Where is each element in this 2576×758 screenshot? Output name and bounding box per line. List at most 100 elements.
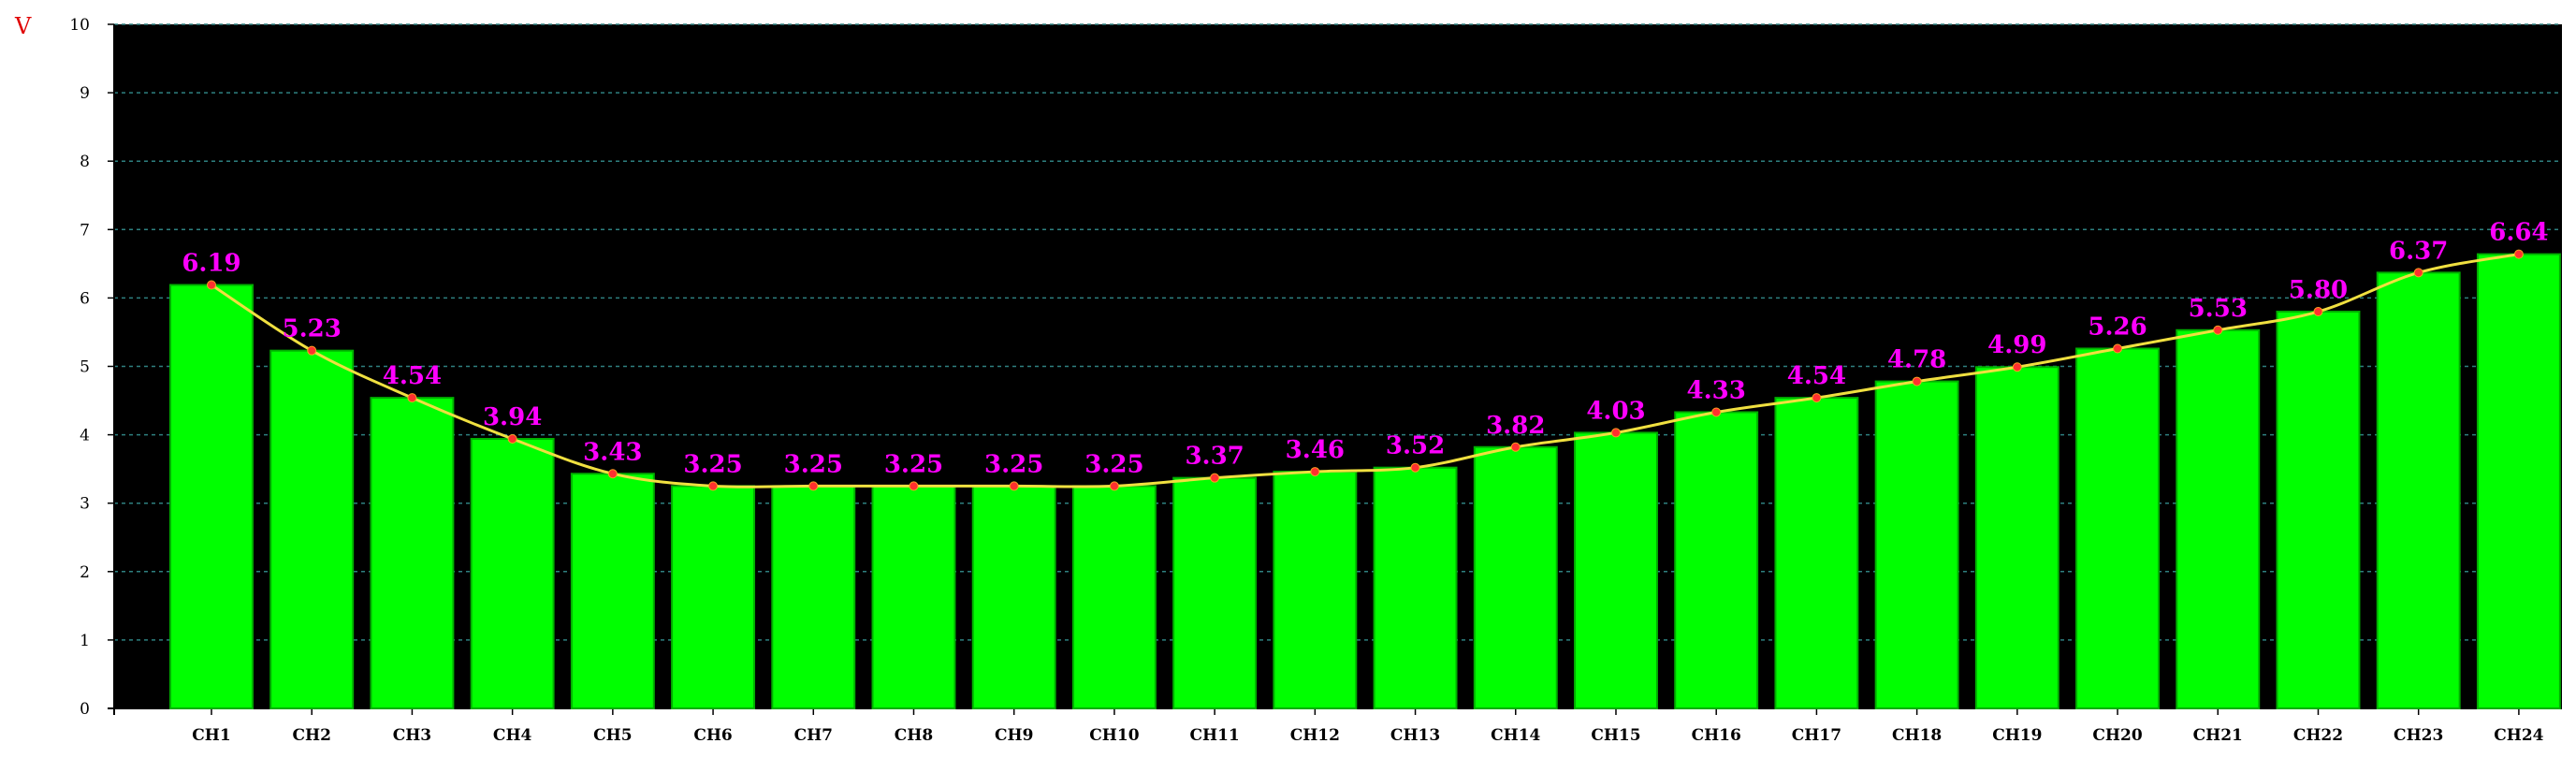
data-label-ch17: 4.54 (1787, 362, 1846, 390)
data-label-ch2: 5.23 (283, 315, 342, 343)
bar-ch2 (269, 349, 355, 709)
y-tick-label: 6 (80, 289, 90, 308)
y-tick-label: 5 (80, 358, 90, 377)
data-label-ch8: 3.25 (884, 450, 943, 478)
bar-ch12 (1273, 471, 1358, 709)
point-marker-ch17 (1812, 393, 1822, 403)
category-label: CH2 (292, 726, 330, 745)
data-label-ch3: 4.54 (383, 362, 442, 390)
bar-ch3 (370, 397, 455, 709)
bar-ch8 (871, 485, 956, 709)
point-marker-ch18 (1912, 376, 1922, 386)
data-label-ch12: 3.46 (1286, 436, 1345, 464)
bar-ch9 (971, 485, 1056, 709)
bar-ch15 (1574, 431, 1658, 709)
point-marker-ch8 (909, 481, 919, 491)
data-label-ch14: 3.82 (1486, 412, 1545, 440)
data-label-ch5: 3.43 (583, 438, 642, 466)
point-marker-ch4 (507, 433, 517, 444)
point-marker-ch7 (808, 481, 819, 491)
data-label-ch11: 3.37 (1185, 443, 1244, 471)
y-tick-label: 10 (69, 16, 90, 35)
category-label: CH19 (1992, 726, 2042, 745)
category-label: CH6 (693, 726, 732, 745)
data-label-ch18: 4.78 (1887, 346, 1946, 374)
point-marker-ch21 (2213, 325, 2223, 335)
y-tick-label: 8 (80, 153, 90, 171)
bar-ch5 (570, 473, 655, 709)
point-marker-ch6 (708, 481, 719, 491)
bar-ch21 (2176, 328, 2261, 709)
data-label-ch15: 4.03 (1586, 397, 1645, 425)
data-label-ch9: 3.25 (984, 450, 1043, 478)
data-label-ch10: 3.25 (1084, 450, 1143, 478)
category-label: CH11 (1190, 726, 1240, 745)
data-labels: 6.19 5.23 4.54 3.94 3.43 3.25 3.25 3.25 3.25 3.25… (182, 219, 2548, 479)
category-label: CH7 (794, 726, 833, 745)
bar-ch10 (1071, 485, 1157, 709)
category-label: CH16 (1692, 726, 1741, 745)
category-label: CH12 (1290, 726, 1340, 745)
trend-line-path (211, 253, 2520, 488)
bar-ch17 (1774, 397, 1859, 709)
category-label: CH4 (493, 726, 532, 745)
trend-line (206, 249, 2524, 491)
bar-ch14 (1473, 445, 1558, 709)
bar-ch16 (1674, 411, 1759, 709)
y-tick-label: 0 (80, 700, 90, 719)
point-marker-ch9 (1009, 481, 1019, 491)
bar-ch4 (470, 437, 555, 709)
category-label: CH15 (1591, 726, 1640, 745)
point-marker-ch24 (2513, 249, 2524, 259)
point-marker-ch3 (407, 393, 417, 403)
data-label-ch4: 3.94 (483, 403, 542, 431)
data-label-ch21: 5.53 (2189, 295, 2248, 323)
point-marker-ch15 (1610, 428, 1621, 438)
category-label: CH5 (593, 726, 632, 745)
y-tick-label: 2 (80, 563, 90, 582)
bar-ch7 (771, 485, 856, 709)
point-marker-ch2 (307, 345, 317, 356)
data-label-ch16: 4.33 (1687, 376, 1746, 404)
category-label: CH18 (1892, 726, 1942, 745)
point-marker-ch13 (1410, 462, 1420, 473)
data-label-ch7: 3.25 (784, 450, 843, 478)
point-marker-ch12 (1310, 467, 1320, 477)
category-label: CH10 (1089, 726, 1139, 745)
category-label: CH17 (1792, 726, 1841, 745)
bar-ch22 (2276, 311, 2361, 709)
point-marker-ch22 (2313, 307, 2323, 317)
point-marker-ch11 (1210, 473, 1220, 483)
point-marker-ch1 (206, 280, 216, 290)
data-label-ch13: 3.52 (1386, 432, 1445, 460)
point-marker-ch19 (2012, 362, 2022, 372)
data-label-ch19: 4.99 (1987, 331, 2046, 359)
y-tick-label: 4 (80, 427, 90, 445)
point-marker-ch16 (1711, 407, 1722, 417)
data-label-ch6: 3.25 (683, 450, 742, 478)
category-label: CH3 (393, 726, 431, 745)
bar-ch1 (169, 284, 254, 709)
data-label-ch23: 6.37 (2389, 237, 2448, 265)
data-label-ch22: 5.80 (2289, 276, 2348, 304)
data-label-ch20: 5.26 (2088, 313, 2147, 341)
bar-ch6 (671, 485, 756, 709)
bar-ch18 (1874, 380, 1959, 709)
category-label: CH13 (1390, 726, 1440, 745)
category-label: CH14 (1491, 726, 1540, 745)
category-label: CH22 (2293, 726, 2343, 745)
y-axis-unit-label: V (14, 13, 32, 39)
y-tick-label: 3 (80, 495, 90, 514)
category-label: CH9 (995, 726, 1033, 745)
bar-ch23 (2376, 271, 2461, 709)
point-marker-ch23 (2413, 268, 2423, 278)
data-label-ch1: 6.19 (182, 250, 240, 278)
bar-ch24 (2476, 253, 2561, 709)
point-marker-ch10 (1109, 481, 1119, 491)
category-label: CH20 (2092, 726, 2142, 745)
data-label-ch24: 6.64 (2489, 219, 2548, 247)
bar-ch11 (1172, 476, 1258, 710)
bar-ch13 (1373, 466, 1458, 709)
